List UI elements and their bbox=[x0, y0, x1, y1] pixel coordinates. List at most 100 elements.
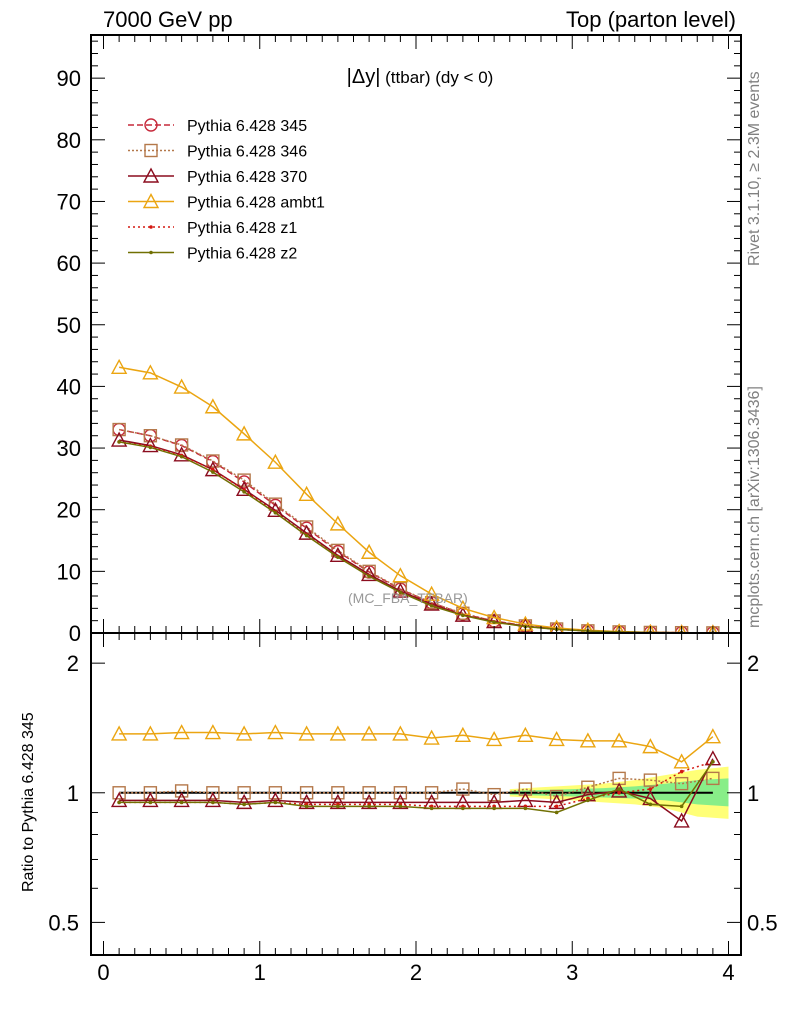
ratio-point-3-2 bbox=[173, 724, 190, 740]
ratio-point-1-13 bbox=[518, 782, 533, 796]
ratio-point-5-8 bbox=[367, 804, 371, 809]
ratio-series-line-3 bbox=[119, 731, 714, 763]
ratio-point-3-14 bbox=[548, 730, 565, 747]
ratio-point-5-14 bbox=[554, 810, 559, 815]
main-point-2-0 bbox=[110, 431, 128, 447]
x-tick-label: 0 bbox=[97, 960, 109, 985]
main-point-3-2 bbox=[173, 378, 190, 394]
ratio-point-1-10 bbox=[424, 786, 439, 800]
main-point-5-5 bbox=[273, 510, 278, 515]
main-point-1-1 bbox=[143, 429, 158, 443]
main-y-tick-label: 80 bbox=[57, 128, 81, 153]
ratio-panel-content bbox=[110, 724, 729, 828]
main-point-3-4 bbox=[235, 425, 253, 441]
ratio-point-3-19 bbox=[704, 728, 722, 744]
ratio-y-tick-label-left: 1 bbox=[67, 781, 79, 806]
ratio-point-1-12 bbox=[487, 787, 501, 802]
ratio-point-3-5 bbox=[267, 724, 284, 740]
main-point-3-16 bbox=[613, 623, 625, 633]
ratio-point-5-1 bbox=[148, 800, 153, 805]
ratio-point-1-17 bbox=[643, 773, 658, 787]
main-point-5-11 bbox=[461, 613, 465, 618]
main-point-5-10 bbox=[429, 604, 434, 608]
ratio-point-3-16 bbox=[610, 732, 628, 748]
ratio-point-3-8 bbox=[360, 725, 378, 741]
ratio-point-1-1 bbox=[143, 786, 158, 800]
ratio-point-2-18 bbox=[673, 812, 690, 828]
main-point-5-4 bbox=[242, 490, 246, 494]
main-point-2-10 bbox=[423, 595, 440, 611]
main-point-3-14 bbox=[549, 619, 564, 633]
legend-label-0: Pythia 6.428 345 bbox=[187, 118, 307, 135]
main-point-5-9 bbox=[398, 590, 403, 595]
ratio-series-line-5 bbox=[119, 761, 714, 814]
main-y-tick-label: 30 bbox=[57, 436, 81, 461]
ratio-series-5 bbox=[117, 760, 715, 815]
ratio-y-tick-label-left: 0.5 bbox=[48, 910, 79, 935]
x-tick-label: 3 bbox=[566, 960, 578, 985]
ratio-point-2-2 bbox=[173, 791, 190, 808]
ratio-series-line-1 bbox=[119, 777, 713, 798]
main-y-tick-label: 90 bbox=[57, 66, 81, 91]
ratio-point-2-5 bbox=[267, 791, 284, 808]
main-point-5-6 bbox=[304, 533, 309, 538]
main-y-tick-label: 70 bbox=[57, 189, 81, 214]
ratio-point-2-0 bbox=[110, 791, 128, 808]
main-point-5-8 bbox=[367, 574, 371, 579]
main-series-line-1 bbox=[118, 428, 713, 633]
ratio-y-tick-label-right: 1 bbox=[747, 781, 759, 806]
ratio-point-5-17 bbox=[648, 802, 653, 807]
ratio-point-3-11 bbox=[454, 726, 472, 742]
ratio-point-2-4 bbox=[235, 793, 253, 810]
ratio-point-3-9 bbox=[392, 725, 409, 741]
x-tick-label: 4 bbox=[722, 960, 734, 985]
ratio-point-5-10 bbox=[429, 806, 434, 811]
ratio-point-1-2 bbox=[174, 784, 189, 798]
ratio-point-2-3 bbox=[204, 791, 222, 808]
ratio-y-tick-label-right: 0.5 bbox=[747, 910, 778, 935]
legend-marker-1 bbox=[144, 143, 158, 158]
header-left-label: 7000 GeV pp bbox=[103, 7, 233, 32]
ratio-point-4-14 bbox=[554, 804, 559, 809]
ratio-point-3-4 bbox=[235, 725, 253, 741]
ratio-series-line-4 bbox=[119, 761, 714, 808]
x-tick-label: 2 bbox=[410, 960, 422, 985]
plot-title-sub: (ttbar) (dy < 0) bbox=[380, 68, 494, 87]
ratio-point-1-0 bbox=[112, 786, 126, 800]
ratio-point-5-9 bbox=[398, 804, 403, 809]
main-series-line-0 bbox=[118, 428, 713, 633]
ratio-point-5-0 bbox=[117, 800, 121, 805]
ratio-point-3-7 bbox=[329, 725, 347, 741]
main-y-tick-label: 40 bbox=[57, 374, 81, 399]
main-point-5-3 bbox=[211, 470, 215, 474]
ratio-point-3-12 bbox=[485, 730, 503, 747]
ratio-point-2-8 bbox=[360, 793, 378, 810]
ratio-y-tick-label-left: 2 bbox=[67, 651, 79, 676]
legend-marker-3 bbox=[142, 193, 160, 209]
ratio-point-1-4 bbox=[237, 786, 251, 800]
ratio-point-3-17 bbox=[642, 738, 659, 754]
main-series-line-5 bbox=[118, 441, 713, 633]
ratio-point-1-18 bbox=[674, 776, 689, 791]
ratio-point-3-6 bbox=[298, 725, 315, 741]
ratio-point-5-15 bbox=[586, 798, 590, 803]
main-point-3-1 bbox=[142, 364, 159, 380]
main-point-5-12 bbox=[492, 620, 496, 625]
ratio-point-5-18 bbox=[679, 804, 684, 809]
main-y-tick-label: 20 bbox=[57, 498, 81, 523]
ratio-point-1-6 bbox=[299, 786, 314, 800]
main-point-3-0 bbox=[110, 358, 128, 374]
legend-label-2: Pythia 6.428 370 bbox=[187, 169, 307, 186]
main-point-3-7 bbox=[329, 515, 347, 531]
ratio-point-2-19 bbox=[704, 750, 722, 766]
ratio-point-2-9 bbox=[392, 793, 409, 810]
main-series-5 bbox=[117, 440, 715, 633]
plot-title: |Δy| (ttbar) (dy < 0) bbox=[300, 66, 540, 89]
ratio-point-2-14 bbox=[548, 793, 565, 810]
ratio-point-1-8 bbox=[362, 786, 376, 800]
main-point-3-3 bbox=[204, 398, 222, 414]
rivet-version-label: Rivet 3.1.10, ≥ 2.3M events bbox=[746, 71, 763, 266]
main-point-3-8 bbox=[360, 543, 378, 559]
